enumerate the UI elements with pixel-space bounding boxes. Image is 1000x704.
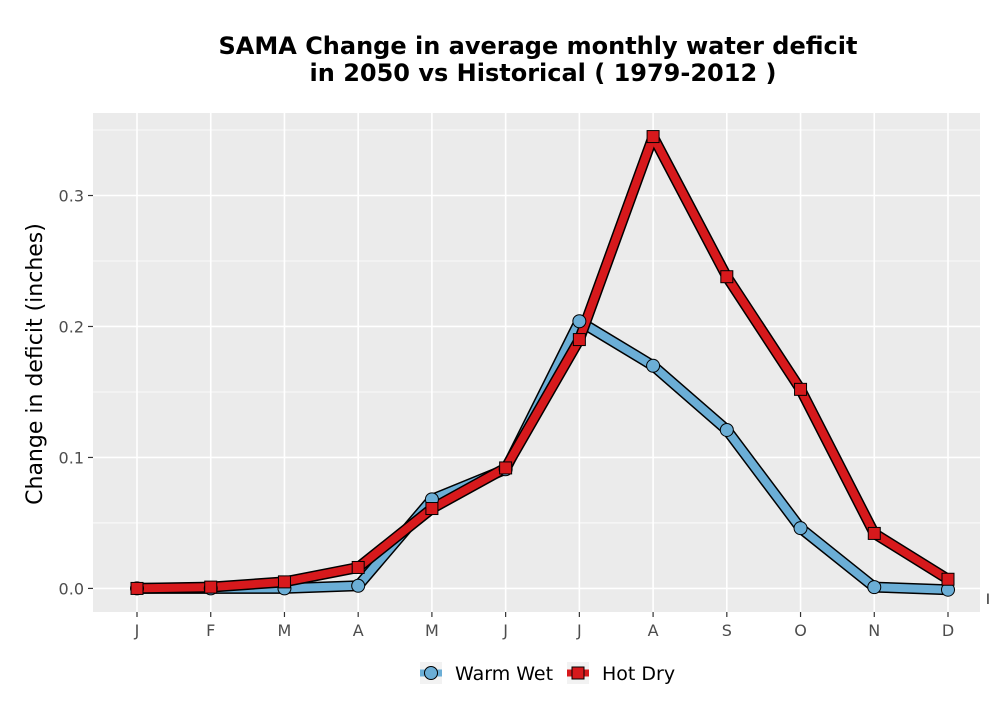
x-tick-label: D [942, 621, 954, 640]
x-tick-label: S [722, 621, 732, 640]
chart-title-line2: in 2050 vs Historical ( 1979-2012 ) [310, 59, 777, 87]
legend-label-hot-dry: Hot Dry [602, 663, 675, 685]
y-tick-label: 0.3 [59, 187, 84, 206]
y-tick-label: 0.2 [59, 317, 84, 336]
data-point-hot-dry [277, 575, 291, 589]
data-point-hot-dry [499, 461, 513, 475]
plot-panel-group: 0.0 0.1 0.2 0.3 J F M A M J J A S O N D [59, 113, 980, 640]
x-tick-label: N [868, 621, 880, 640]
legend-key-marker-hot-dry [571, 666, 585, 680]
legend: Warm Wet Hot Dry [420, 662, 675, 685]
y-axis-label: Change in deficit (inches) [23, 223, 48, 505]
data-point-hot-dry [646, 130, 660, 144]
x-tick-label: O [794, 621, 807, 640]
y-tick-label: 0.1 [59, 448, 84, 467]
data-point-warm-wet [572, 314, 587, 329]
stray-mark: I [986, 592, 990, 608]
data-point-warm-wet [719, 422, 734, 437]
data-point-warm-wet [646, 358, 661, 373]
chart-title-line1: SAMA Change in average monthly water def… [219, 32, 858, 60]
data-point-hot-dry [351, 560, 365, 574]
legend-label-warm-wet: Warm Wet [455, 663, 553, 685]
data-point-hot-dry [425, 502, 439, 516]
data-point-hot-dry [941, 572, 955, 586]
data-point-warm-wet [351, 578, 366, 593]
series-line-hot-dry [133, 132, 952, 593]
plot-panel [93, 113, 980, 612]
x-tick-label: F [206, 621, 215, 640]
x-tick-label: M [425, 621, 439, 640]
data-point-warm-wet [793, 521, 808, 536]
x-tick-label: M [278, 621, 292, 640]
data-point-hot-dry [130, 581, 144, 595]
x-tick-label: J [576, 621, 582, 640]
data-point-hot-dry [720, 270, 734, 284]
x-tick-label: J [502, 621, 508, 640]
x-tick-label: A [648, 621, 659, 640]
data-point-hot-dry [867, 526, 881, 540]
legend-key-marker-warm-wet [424, 666, 438, 680]
data-point-hot-dry [794, 382, 808, 396]
x-tick-label: J [134, 621, 140, 640]
series-group [130, 130, 955, 597]
data-point-hot-dry [572, 333, 586, 347]
y-tick-label: 0.0 [59, 579, 84, 598]
data-point-hot-dry [204, 580, 218, 594]
x-tick-label: A [353, 621, 364, 640]
data-point-warm-wet [867, 580, 882, 595]
